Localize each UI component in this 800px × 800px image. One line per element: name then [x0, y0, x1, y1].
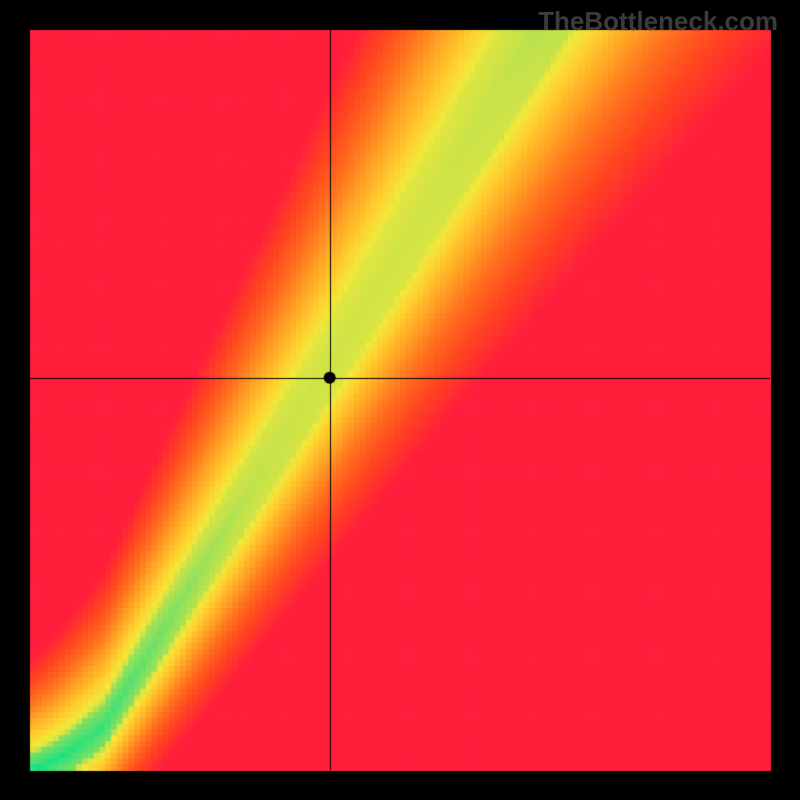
bottleneck-heatmap — [0, 0, 800, 800]
watermark-text: TheBottleneck.com — [538, 6, 778, 37]
